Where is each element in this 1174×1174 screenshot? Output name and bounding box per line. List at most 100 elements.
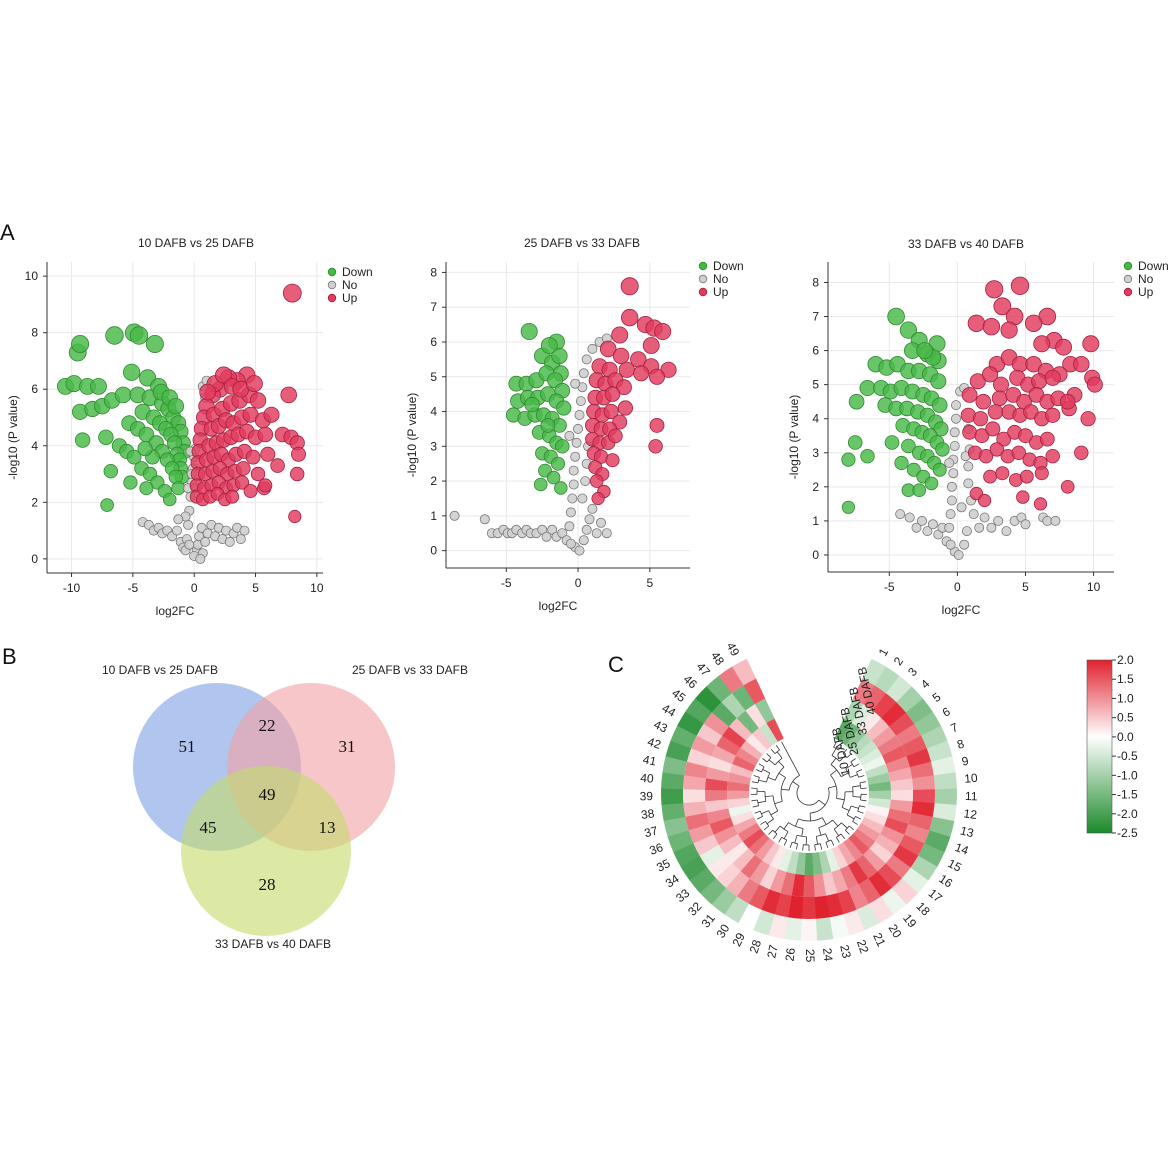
heatmap-cell (885, 756, 910, 773)
dendrogram-branch (752, 805, 759, 808)
y-tick-label: 4 (31, 439, 38, 453)
point-up (985, 421, 1001, 437)
point-down (171, 481, 186, 496)
item-label: 34 (663, 871, 682, 890)
point-no (895, 509, 906, 520)
point-down (899, 321, 918, 339)
dendrogram-branch (845, 764, 853, 770)
point-no (946, 495, 957, 506)
heatmap-cell (863, 810, 888, 826)
dendrogram-branch (833, 828, 840, 836)
heatmap-cell (725, 871, 750, 897)
dendrogram-branch (840, 833, 846, 839)
legend-marker-no (698, 274, 708, 284)
heatmap-cell (769, 868, 787, 894)
legend-label-no: No (342, 278, 358, 292)
point-up (245, 449, 261, 465)
point-up (961, 386, 978, 403)
point-up (633, 365, 650, 382)
point-up (987, 404, 1004, 420)
point-up (1023, 404, 1039, 420)
heatmap-cell (784, 917, 803, 941)
heatmap-cell (724, 841, 749, 864)
dendrogram-arc (831, 755, 840, 762)
y-tick-label: 0 (430, 544, 437, 558)
point-up (245, 375, 263, 393)
point-down (916, 342, 934, 360)
heatmap-cell (845, 728, 867, 750)
heatmap-cell (748, 884, 770, 910)
heatmap-cell (885, 854, 911, 879)
point-no (944, 457, 955, 468)
item-label: 15 (946, 856, 965, 875)
heatmap-cell (843, 698, 864, 724)
heatmap-cell (735, 747, 759, 766)
point-no (573, 423, 584, 434)
y-tick-label: 7 (812, 310, 819, 324)
heatmap-cell (877, 863, 902, 889)
heatmap-cell (733, 816, 757, 834)
heatmap-cell (872, 726, 897, 749)
heatmap-cell (896, 686, 924, 713)
point-no (945, 509, 956, 520)
heatmap-cell (855, 740, 878, 761)
point-up (975, 393, 992, 410)
heatmap-cell (665, 740, 692, 762)
point-no (974, 522, 985, 533)
y-tick-label: 1 (812, 514, 819, 528)
dendrogram-arc (850, 761, 855, 767)
heatmap-cell (768, 914, 789, 939)
heatmap-cell (885, 675, 913, 703)
heatmap-cell (711, 887, 738, 915)
heatmap-cell (859, 747, 883, 766)
heatmap-cell (879, 825, 905, 846)
dendrogram-branch (852, 785, 861, 788)
y-tick-label: 2 (430, 474, 437, 488)
point-no (961, 526, 972, 537)
legend-label-no: No (713, 272, 729, 286)
heatmap-cell (727, 797, 751, 809)
item-label: 35 (654, 856, 673, 875)
point-down (533, 477, 548, 492)
heatmap-cell (736, 878, 760, 904)
point-no (479, 514, 490, 525)
dendrogram-branch (828, 785, 837, 789)
x-tick-label: 0 (191, 581, 198, 595)
legend-marker-up (327, 293, 337, 303)
heatmap-cell (869, 841, 893, 864)
dendrogram-branch (792, 781, 800, 787)
dendrogram-arc (788, 822, 804, 829)
panel-label-b: B (2, 644, 17, 669)
point-no (946, 481, 957, 492)
heatmap-cell (786, 850, 800, 874)
point-no (949, 427, 960, 438)
point-no (171, 525, 182, 536)
point-up (642, 337, 660, 354)
point-up (611, 326, 629, 344)
item-label: 23 (837, 943, 854, 959)
item-label: 19 (900, 911, 919, 930)
point-no (574, 409, 585, 420)
legend-label-up: Up (342, 291, 358, 305)
heatmap-cell (689, 867, 717, 894)
point-up (985, 280, 1004, 299)
point-no (565, 538, 576, 549)
heatmap-cell (705, 778, 728, 791)
heatmap-cell (855, 854, 878, 879)
point-up (591, 491, 605, 506)
heatmap-cell (685, 698, 713, 724)
y-tick-label: 6 (31, 382, 38, 396)
heatmap-cell (862, 848, 886, 872)
legend-marker-no (1123, 274, 1133, 284)
point-up (1019, 469, 1034, 484)
dendrogram-branch (776, 751, 783, 759)
heatmap-cell (728, 804, 752, 818)
point-down (884, 435, 900, 450)
dendrogram-branch (848, 825, 855, 831)
point-up (962, 424, 977, 440)
heatmap-cell (777, 848, 793, 872)
point-down (129, 326, 149, 345)
heatmap-cell (754, 838, 775, 861)
item-label: 5 (930, 690, 944, 705)
point-up (996, 431, 1012, 447)
